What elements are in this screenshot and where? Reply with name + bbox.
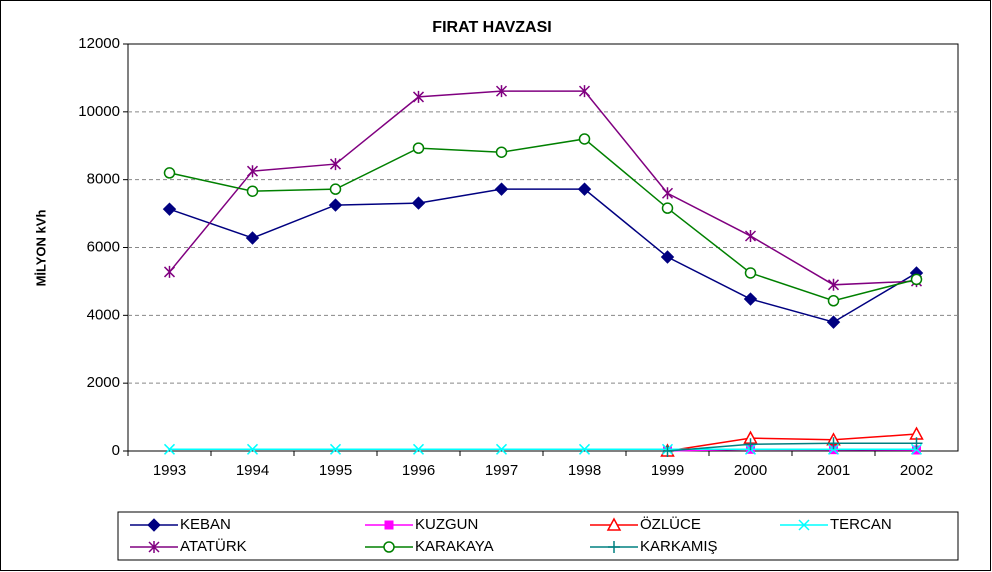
- y-axis-label: MİLYON kVh: [33, 210, 48, 287]
- data-point: [661, 445, 674, 457]
- y-tick-label: 6000: [87, 238, 120, 255]
- legend-marker: [606, 517, 622, 531]
- y-tick-label: 2000: [87, 374, 120, 391]
- data-point: [827, 437, 840, 450]
- data-point: [412, 142, 425, 154]
- y-tick-label: 10000: [78, 103, 120, 120]
- legend-label: KARKAMIŞ: [640, 538, 718, 555]
- x-tick-label: 1996: [402, 462, 435, 479]
- data-point: [245, 231, 260, 245]
- data-point: [246, 165, 259, 178]
- series-line: [168, 90, 917, 286]
- legend-marker: [384, 520, 394, 530]
- legend-label: KARAKAYA: [415, 538, 494, 555]
- data-point: [329, 158, 342, 171]
- x-tick-label: 1993: [153, 462, 186, 479]
- series-line: [169, 188, 917, 323]
- data-point: [246, 185, 259, 197]
- data-point: [163, 167, 176, 179]
- data-point: [910, 273, 923, 286]
- y-tick-label: 0: [112, 442, 120, 459]
- data-point: [661, 187, 674, 200]
- data-point: [744, 229, 757, 242]
- data-point: [495, 146, 508, 158]
- data-point: [744, 438, 757, 451]
- legend-label: ATATÜRK: [180, 537, 247, 555]
- data-point: [578, 133, 591, 145]
- data-point: [910, 437, 923, 450]
- data-point: [578, 85, 591, 98]
- legend: [117, 511, 959, 561]
- data-point: [246, 443, 259, 455]
- legend-marker: [608, 541, 620, 553]
- series-line: [169, 138, 917, 302]
- legend-label: ÖZLÜCE: [640, 515, 701, 533]
- legend-marker: [383, 541, 395, 553]
- series-line: [667, 433, 917, 452]
- y-tick-label: 8000: [87, 171, 120, 188]
- data-point: [743, 292, 758, 306]
- data-point: [328, 198, 343, 212]
- data-point: [162, 202, 177, 216]
- data-point: [827, 443, 840, 455]
- data-point: [412, 90, 425, 103]
- legend-marker: [148, 541, 160, 553]
- legend-label: TERCAN: [830, 516, 892, 533]
- data-point: [827, 294, 840, 307]
- data-point: [744, 267, 757, 279]
- data-point: [411, 196, 426, 210]
- data-point: [494, 182, 509, 196]
- data-point: [163, 443, 176, 455]
- legend-label: KEBAN: [180, 516, 231, 533]
- data-point: [660, 250, 675, 264]
- legend-marker: [798, 519, 810, 531]
- data-point: [826, 315, 841, 329]
- x-tick-label: 1999: [651, 462, 684, 479]
- data-point: [329, 183, 342, 195]
- x-tick-label: 1994: [236, 462, 269, 479]
- data-point: [163, 265, 176, 278]
- x-tick-label: 1995: [319, 462, 352, 479]
- y-tick-label: 12000: [78, 35, 120, 52]
- data-point: [578, 443, 591, 455]
- legend-marker: [147, 518, 161, 532]
- data-point: [329, 443, 342, 455]
- x-tick-label: 2000: [734, 462, 767, 479]
- data-point: [495, 85, 508, 98]
- data-point: [412, 443, 425, 455]
- y-tick-label: 4000: [87, 306, 120, 323]
- x-tick-label: 1997: [485, 462, 518, 479]
- series-line: [667, 442, 917, 452]
- chart-title: FIRAT HAVZASI: [432, 19, 551, 36]
- data-point: [827, 278, 840, 291]
- x-tick-label: 2002: [900, 462, 933, 479]
- data-point: [910, 443, 923, 455]
- data-point: [495, 443, 508, 455]
- data-point: [577, 182, 592, 196]
- data-point: [661, 202, 674, 214]
- legend-label: KUZGUN: [415, 516, 478, 533]
- x-tick-label: 2001: [817, 462, 850, 479]
- x-tick-label: 1998: [568, 462, 601, 479]
